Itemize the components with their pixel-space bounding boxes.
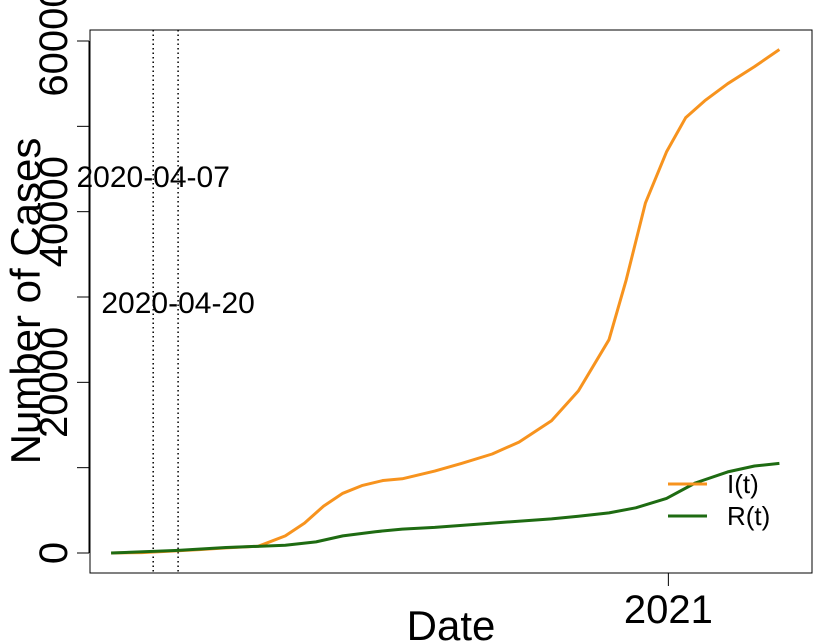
x-tick-label: 2021 [624, 588, 713, 632]
y-tick-label: 0 [32, 542, 76, 564]
annotations: 2020-04-07 2020-04-20 [76, 161, 254, 320]
x-axis-title: Date [407, 602, 496, 642]
y-tick-label: 40000 [32, 156, 76, 267]
vline-label: 2020-04-20 [101, 287, 254, 320]
axes: 0 20000 40000 60000 2021 [32, 0, 713, 632]
y-tick-label: 60000 [32, 0, 76, 97]
y-tick-label: 20000 [32, 327, 76, 438]
legend: I(t)R(t) [668, 469, 770, 531]
series-line-R(t) [111, 461, 780, 555]
reference-lines [152, 30, 179, 573]
y-axis-title: Number of Cases [2, 138, 49, 465]
legend-label: I(t) [727, 469, 759, 499]
vline-label: 2020-04-07 [76, 161, 229, 194]
legend-label: R(t) [727, 501, 770, 531]
plot-frame [89, 29, 813, 574]
